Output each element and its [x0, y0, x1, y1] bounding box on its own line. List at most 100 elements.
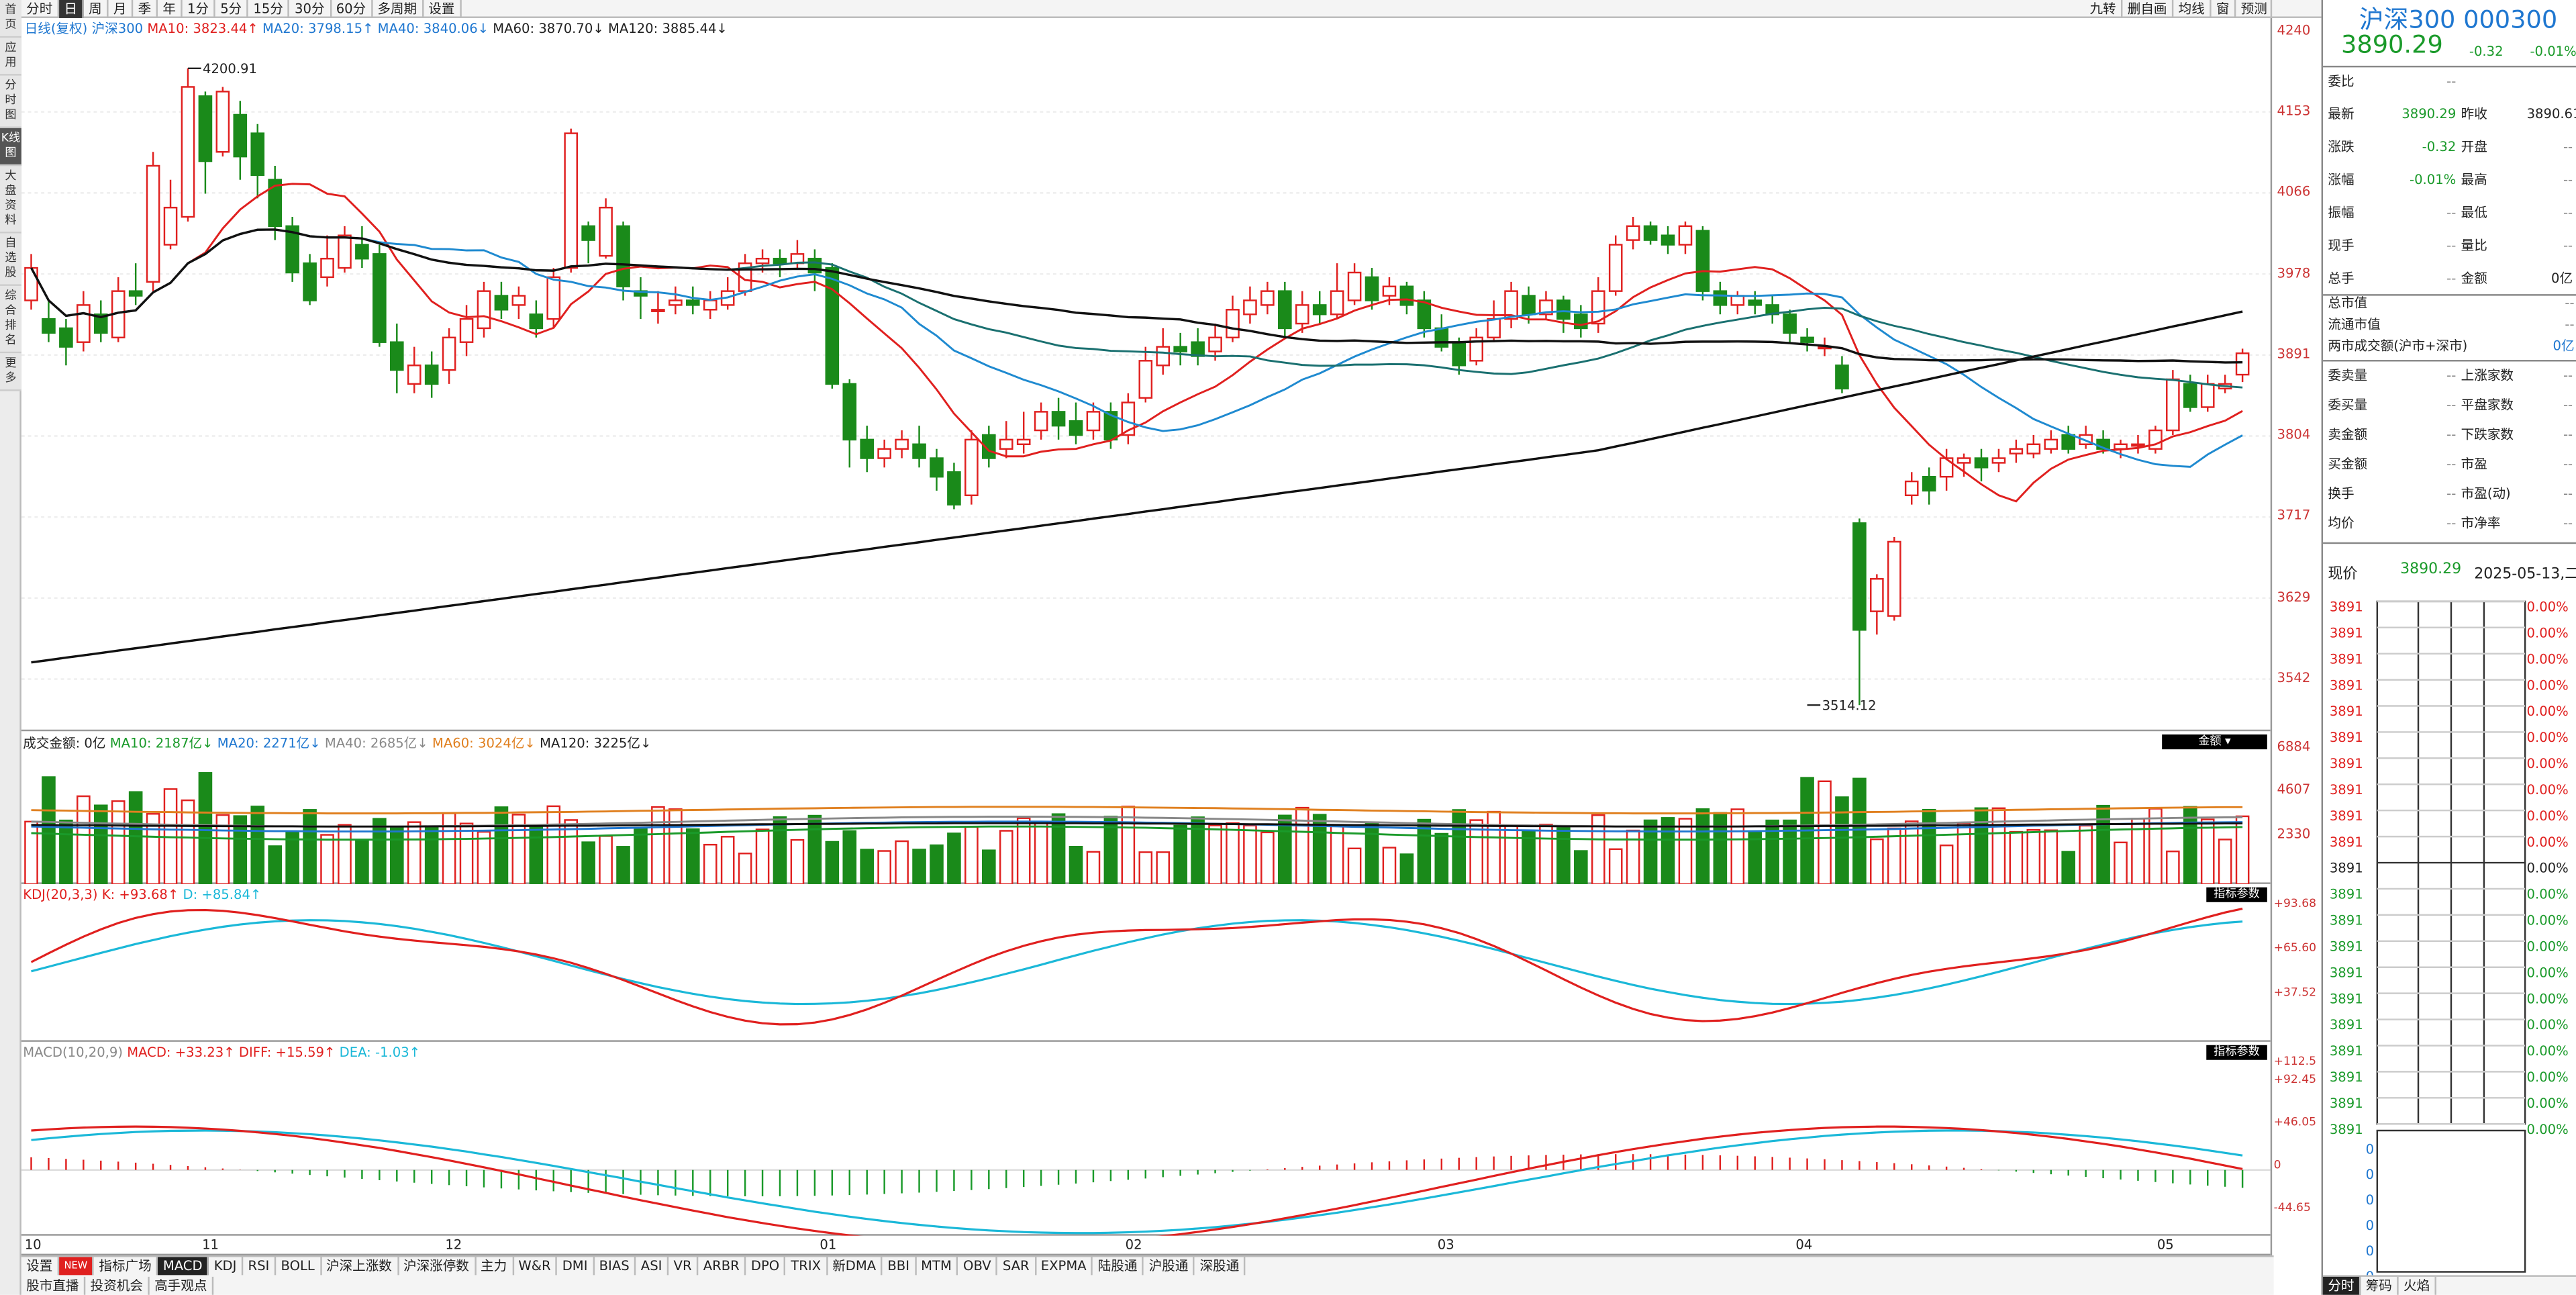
candle-body — [1748, 299, 1763, 306]
candle-body — [2235, 352, 2250, 376]
volume-bar — [529, 825, 544, 884]
candle-body — [2166, 378, 2180, 432]
indicator-tab-15[interactable]: ARBR — [698, 1257, 746, 1276]
mini-pct-up: 0.00% — [2527, 808, 2569, 824]
candle-body — [1330, 290, 1344, 316]
indicator-tab-21[interactable]: OBV — [958, 1257, 998, 1276]
tool-button-1[interactable]: 删自画 — [2122, 0, 2174, 18]
indicator-tab-8[interactable]: 沪深涨停数 — [399, 1257, 476, 1276]
indicator-tab-25[interactable]: 沪股通 — [1144, 1257, 1195, 1276]
period-tab-3[interactable]: 月 — [109, 0, 134, 17]
volume-bar — [1399, 853, 1414, 884]
date-tick: 11 — [202, 1237, 219, 1253]
indicator-tab-12[interactable]: BIAS — [594, 1257, 636, 1276]
indicator-tab-3[interactable]: MACD — [158, 1257, 209, 1276]
tool-button-4[interactable]: 预测 — [2236, 0, 2274, 18]
ma20-label: MA20: 3798.15↑ — [262, 21, 374, 36]
indicator-tab-20[interactable]: MTM — [916, 1257, 958, 1276]
volume-bar — [1208, 824, 1222, 884]
mini-pct-up: 0.00% — [2527, 599, 2569, 615]
indicator-tab-26[interactable]: 深股通 — [1195, 1257, 1246, 1276]
indicator-tab-17[interactable]: TRIX — [786, 1257, 828, 1276]
bottom-tab-0[interactable]: 股市直播 — [21, 1276, 86, 1294]
candle-body — [1434, 327, 1449, 348]
indicator-tab-24[interactable]: 陆股通 — [1093, 1257, 1144, 1276]
volume-bar — [1922, 808, 1936, 884]
sidebar-item-3[interactable]: K线图 — [0, 128, 21, 166]
volume-panel[interactable]: 成交金额: 0亿 MA10: 2187亿↓ MA20: 2271亿↓ MA40:… — [21, 731, 2271, 884]
period-tab-1[interactable]: 日 — [59, 0, 84, 17]
period-tab-4[interactable]: 季 — [133, 0, 158, 17]
candle-body — [1800, 336, 1814, 343]
indicator-tab-16[interactable]: DPO — [746, 1257, 786, 1276]
indicator-tab-11[interactable]: DMI — [557, 1257, 595, 1276]
quote-row: 最新 3890.29 昨收 3890.61 — [2328, 99, 2576, 130]
tool-button-2[interactable]: 均线 — [2173, 0, 2212, 18]
volume-bar — [807, 814, 822, 884]
period-tab-6[interactable]: 1分 — [183, 0, 215, 17]
bottom-tab-2[interactable]: 高手观点 — [150, 1276, 214, 1294]
volume-bar — [755, 828, 770, 884]
indicator-tab-0[interactable]: 设置 — [21, 1257, 60, 1276]
volume-bar — [1260, 831, 1275, 884]
tool-button-0[interactable]: 九转 — [2085, 0, 2123, 18]
amount-dropdown[interactable]: 金额 ▾ — [2162, 734, 2267, 750]
mini-price-down: 3891 — [2330, 1069, 2363, 1085]
volume-bar — [825, 841, 840, 884]
sidebar-item-2[interactable]: 分时图 — [0, 75, 21, 128]
period-tab-10[interactable]: 60分 — [331, 0, 373, 17]
volume-bar — [616, 846, 630, 884]
volume-bar — [198, 772, 213, 884]
candle-body — [546, 276, 561, 320]
indicator-tab-10[interactable]: W&R — [513, 1257, 558, 1276]
sidebar-item-5[interactable]: 自选股 — [0, 233, 21, 286]
indicator-tab-2[interactable]: 指标广场 — [94, 1257, 158, 1276]
volume-bar — [1452, 809, 1467, 884]
indicator-tab-4[interactable]: KDJ — [209, 1257, 244, 1276]
mini-price-down: 3891 — [2330, 965, 2363, 980]
macd-params-button[interactable]: 指标参数 — [2206, 1045, 2267, 1060]
candle-body — [1974, 457, 1989, 469]
period-tab-9[interactable]: 30分 — [290, 0, 332, 17]
indicator-tab-9[interactable]: 主力 — [476, 1257, 513, 1276]
period-tab-7[interactable]: 5分 — [215, 0, 249, 17]
sidebar-item-6[interactable]: 综合排名 — [0, 285, 21, 354]
period-tab-5[interactable]: 年 — [158, 0, 183, 17]
period-tab-2[interactable]: 周 — [84, 0, 109, 17]
candle-body — [1904, 480, 1919, 497]
period-tab-0[interactable]: 分时 — [21, 0, 60, 17]
candle-body — [2044, 438, 2059, 450]
right-tab-2[interactable]: 火焰 — [2399, 1276, 2436, 1295]
sidebar-item-4[interactable]: 大盘资料 — [0, 166, 21, 234]
right-tab-0[interactable]: 分时 — [2323, 1276, 2361, 1295]
indicator-tab-22[interactable]: SAR — [997, 1257, 1036, 1276]
right-tab-1[interactable]: 筹码 — [2361, 1276, 2399, 1295]
candle-body — [338, 234, 352, 269]
bottom-tab-1[interactable]: 投资机会 — [85, 1276, 150, 1294]
indicator-tab-1[interactable]: NEW — [59, 1257, 95, 1276]
macd-panel[interactable]: MACD(10,20,9) MACD: +33.23↑ DIFF: +15.59… — [21, 1042, 2271, 1236]
sidebar-item-1[interactable]: 应用 — [0, 38, 21, 76]
period-tab-8[interactable]: 15分 — [248, 0, 290, 17]
kdj-params-button[interactable]: 指标参数 — [2206, 887, 2267, 902]
indicator-tab-19[interactable]: BBI — [883, 1257, 916, 1276]
volume-bar — [1904, 820, 1919, 884]
indicator-tab-7[interactable]: 沪深上涨数 — [321, 1257, 399, 1276]
period-tab-12[interactable]: 设置 — [424, 0, 462, 17]
indicator-tab-14[interactable]: VR — [668, 1257, 699, 1276]
volume-bar — [111, 800, 126, 884]
indicator-tab-13[interactable]: ASI — [636, 1257, 669, 1276]
sidebar-item-7[interactable]: 更多 — [0, 353, 21, 391]
period-tab-11[interactable]: 多周期 — [373, 0, 424, 17]
indicator-tab-23[interactable]: EXPMA — [1036, 1257, 1093, 1276]
kline-panel[interactable]: 日线(复权) 沪深300 MA10: 3823.44↑ MA20: 3798.1… — [21, 18, 2271, 732]
kdj-panel[interactable]: KDJ(20,3,3) K: +93.68↑ D: +85.84↑ 指标参数 — [21, 884, 2271, 1042]
sidebar-item-0[interactable]: 首页 — [0, 0, 21, 38]
indicator-tab-18[interactable]: 新DMA — [828, 1257, 883, 1276]
indicator-tab-6[interactable]: BOLL — [276, 1257, 321, 1276]
order-row-cell: 市盈(动) — [2461, 486, 2511, 501]
indicator-tab-5[interactable]: RSI — [243, 1257, 277, 1276]
tool-button-3[interactable]: 窗 — [2212, 0, 2236, 18]
candle-body — [511, 295, 526, 306]
candlestick-chart[interactable]: 4200.91 3514.12 — [21, 18, 2271, 731]
